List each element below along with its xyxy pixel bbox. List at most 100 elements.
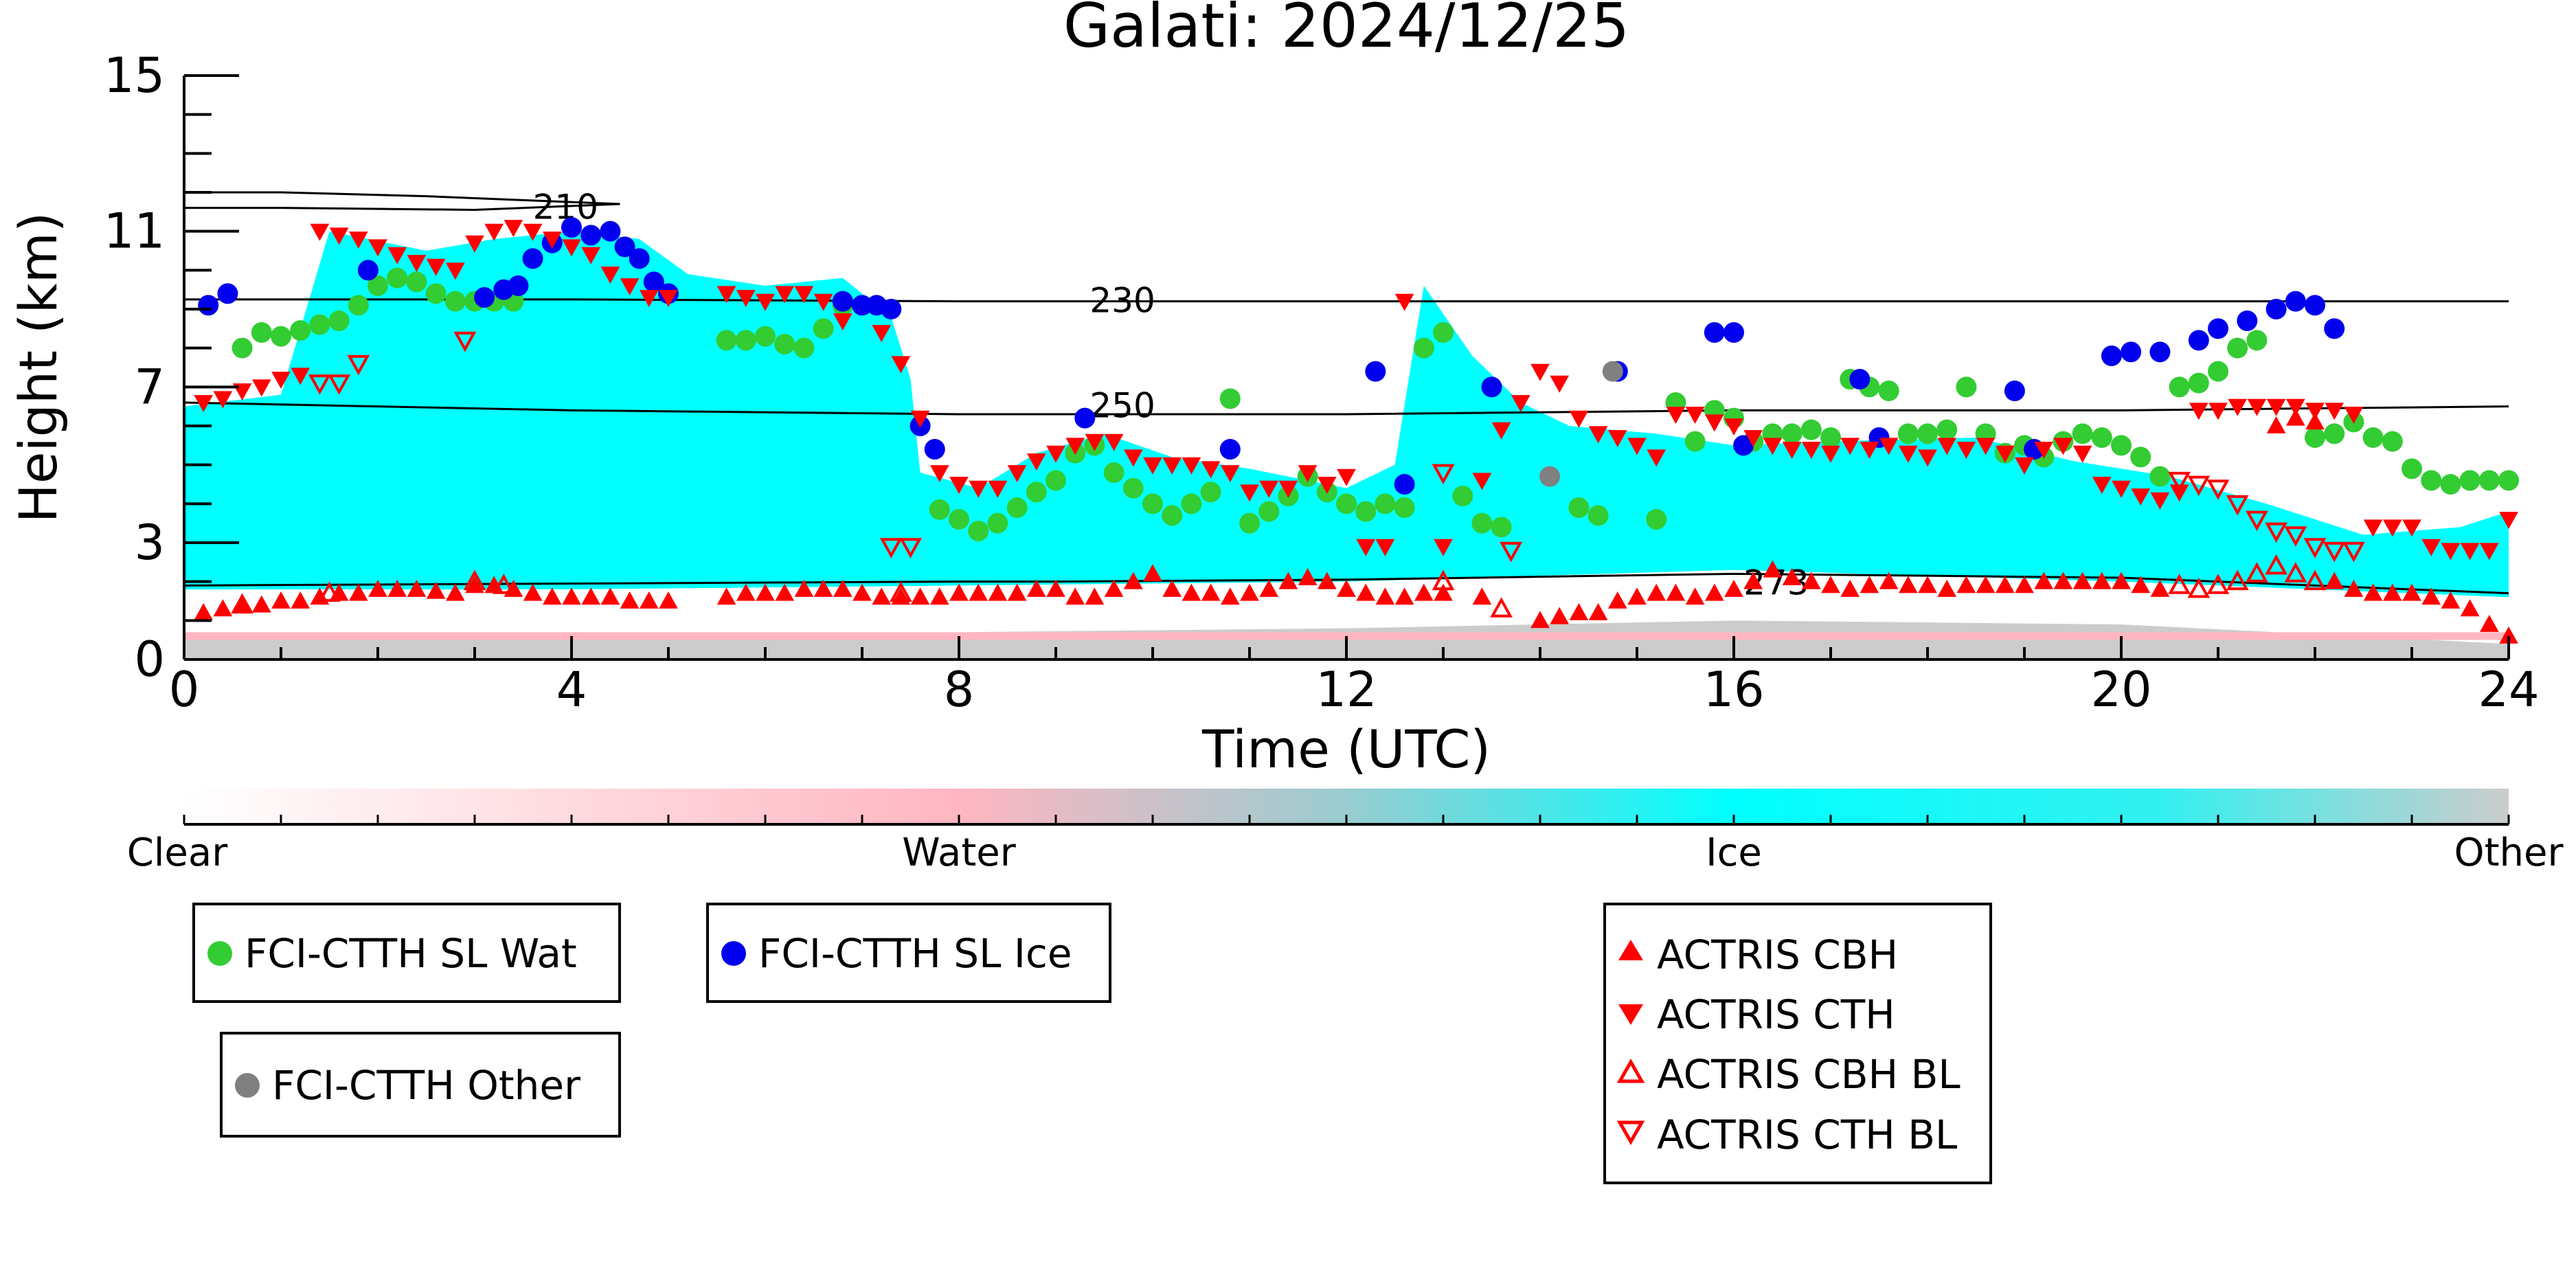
point <box>2131 488 2151 506</box>
point <box>2285 398 2305 416</box>
point <box>2072 423 2093 444</box>
legend-marker-fci-wat <box>207 941 232 966</box>
point <box>600 221 621 242</box>
y-tick-label: 0 <box>134 631 165 688</box>
point <box>2266 299 2287 319</box>
point <box>291 591 310 609</box>
point <box>1607 430 1627 448</box>
point <box>774 334 795 354</box>
point <box>2072 572 2092 589</box>
point <box>328 310 350 331</box>
point <box>2305 403 2325 420</box>
point <box>2305 427 2325 448</box>
point <box>872 587 892 605</box>
y-tick-label: 11 <box>104 203 165 260</box>
point <box>832 291 853 312</box>
point <box>1724 322 1744 343</box>
point <box>1355 501 1377 522</box>
point <box>968 521 989 541</box>
y-tick-label: 3 <box>134 515 165 571</box>
point <box>1666 407 1686 425</box>
point <box>2188 330 2209 351</box>
point <box>508 275 529 296</box>
point <box>833 313 852 331</box>
point <box>1918 576 1937 594</box>
isotherm-label-230: 230 <box>1089 281 1155 321</box>
point <box>425 283 447 304</box>
point <box>271 326 291 347</box>
y-ticks: 0 3 7 11 15 <box>104 47 239 688</box>
y-tick-label: 7 <box>134 359 165 415</box>
point <box>1394 497 1415 518</box>
point <box>1879 438 1899 455</box>
point <box>1365 361 1386 382</box>
point <box>581 587 601 605</box>
point <box>2187 577 2211 598</box>
point <box>2344 407 2364 425</box>
legend-fci-wat: FCI-CTTH SL Wat <box>192 903 621 1003</box>
point <box>1733 435 1754 456</box>
point <box>1278 572 1298 589</box>
point <box>406 271 427 293</box>
point <box>1085 587 1105 605</box>
point <box>2246 330 2268 351</box>
legend-marker-fci-other <box>235 1073 260 1098</box>
point <box>1298 465 1318 483</box>
legend-marker-actris-cbh-bl <box>1616 1058 1645 1083</box>
point <box>1491 517 1512 538</box>
point <box>929 465 949 483</box>
point <box>2441 591 2461 609</box>
point <box>2112 572 2131 589</box>
point <box>2266 416 2286 433</box>
series-actris-cbh-bl <box>231 554 2327 618</box>
point <box>2285 408 2305 426</box>
point <box>1588 426 1608 444</box>
legend-label-actris-cth-bl: ACTRIS CTH BL <box>1657 1111 1957 1158</box>
point <box>2208 318 2228 339</box>
point <box>614 236 635 258</box>
point <box>1782 442 1802 460</box>
point <box>2498 470 2519 491</box>
point <box>1821 576 1840 594</box>
point <box>1006 497 1028 518</box>
point <box>1472 587 1492 605</box>
point <box>1684 431 1706 452</box>
point <box>1602 361 1623 382</box>
point <box>1550 607 1570 624</box>
point <box>1434 583 1453 601</box>
legend-label-fci-other: FCI-CTTH Other <box>272 1062 580 1109</box>
point <box>1569 602 1589 620</box>
point <box>2323 541 2346 563</box>
point <box>1434 539 1453 556</box>
point <box>198 295 219 316</box>
legend-fci-other: FCI-CTTH Other <box>220 1032 621 1138</box>
point <box>426 581 446 599</box>
point <box>213 599 233 617</box>
isotherm-line-210 <box>184 191 620 212</box>
point <box>852 583 872 601</box>
point <box>1472 473 1492 490</box>
point <box>2402 458 2422 479</box>
legend-marker-actris-cbh <box>1618 940 1643 960</box>
point <box>659 591 678 609</box>
point <box>561 217 582 238</box>
point <box>1026 579 1046 597</box>
point <box>523 583 543 601</box>
point <box>290 320 311 341</box>
point <box>755 326 776 347</box>
point <box>2228 398 2248 416</box>
point <box>562 587 581 605</box>
legend-label-fci-ice: FCI-CTTH SL Ice <box>758 930 1072 977</box>
point <box>1781 423 1803 444</box>
point <box>1481 376 1502 398</box>
point <box>735 330 756 351</box>
point <box>1337 579 1356 597</box>
point <box>444 291 466 312</box>
point <box>194 395 214 413</box>
point <box>1647 583 1667 601</box>
point <box>1743 430 1763 448</box>
point <box>2421 587 2441 605</box>
point <box>949 477 969 495</box>
axes: 0 4 8 12 16 20 24 0 3 7 11 15 <box>104 47 2540 718</box>
point <box>347 354 370 376</box>
